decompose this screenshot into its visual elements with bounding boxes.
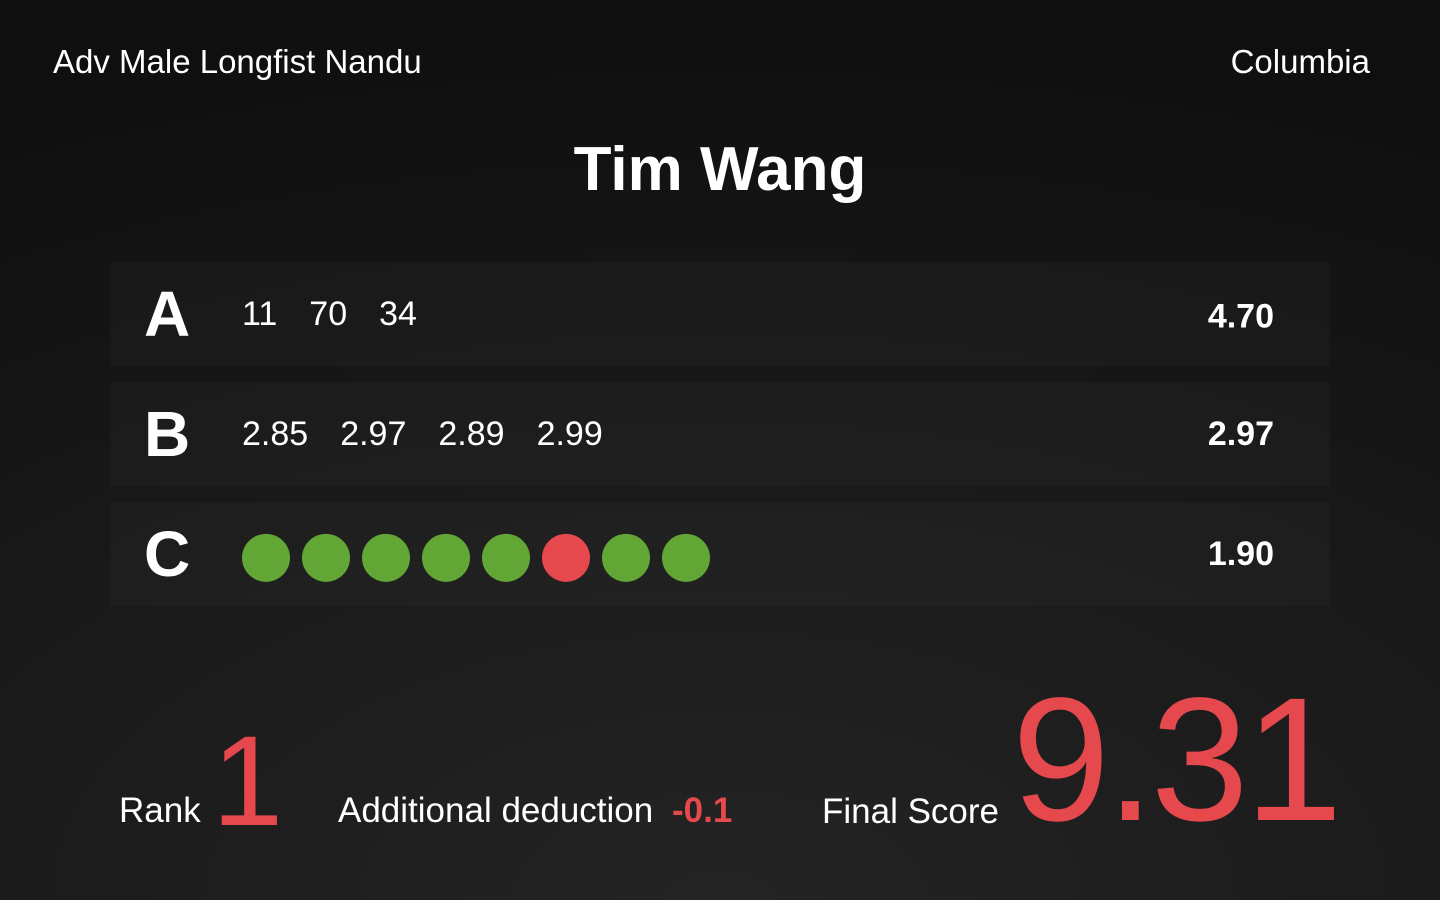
rank-label: Rank: [119, 791, 201, 830]
score-row-b: B 2.85 2.97 2.89 2.99 2.97: [110, 382, 1330, 486]
final-score-label: Final Score: [822, 792, 1000, 831]
judge-indicators: [242, 533, 710, 582]
judge-score: 2.85: [242, 415, 309, 453]
athlete-name: Tim Wang: [573, 135, 867, 204]
row-letter: B: [144, 398, 191, 470]
final-score-value: 9.31: [1012, 662, 1343, 858]
judge-success-dot: [242, 533, 290, 582]
score-row-c: C 1.90: [110, 502, 1330, 606]
deduction-value: -0.1: [672, 791, 733, 830]
school-name: Columbia: [1230, 43, 1370, 80]
row-letter: A: [144, 278, 191, 350]
judge-score: 2.99: [536, 415, 603, 453]
judge-score: 2.89: [438, 415, 505, 453]
judge-scores: 11 70 34: [242, 294, 417, 334]
event-title: Adv Male Longfist Nandu: [53, 43, 422, 80]
row-total: 4.70: [1207, 297, 1274, 336]
row-total: 2.97: [1207, 415, 1274, 453]
judge-score: 70: [309, 295, 348, 333]
judge-success-dot: [362, 533, 410, 582]
judge-score: 34: [379, 295, 417, 333]
judge-success-dot: [602, 533, 650, 582]
row-total: 1.90: [1207, 535, 1274, 573]
deduction-label: Additional deduction: [338, 791, 654, 830]
judge-score: 11: [242, 295, 278, 333]
judge-success-dot: [302, 533, 350, 582]
judge-success-dot: [662, 533, 710, 582]
judge-scores: 2.85 2.97 2.89 2.99: [242, 414, 603, 454]
score-row-a: A 11 70 34 4.70: [110, 262, 1330, 366]
row-letter: C: [144, 518, 191, 590]
judge-fail-dot: [542, 533, 590, 582]
judge-score: 2.97: [340, 415, 407, 453]
judge-success-dot: [482, 533, 530, 582]
rank-value: 1: [212, 710, 284, 853]
judge-success-dot: [422, 533, 470, 582]
